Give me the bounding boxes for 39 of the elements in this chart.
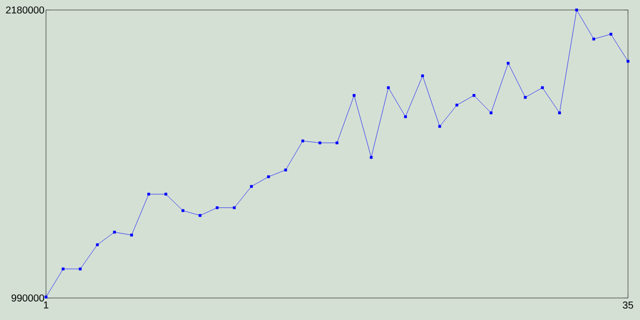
point [62,268,65,270]
x-tick-label: 1 [44,302,48,308]
point [575,8,578,12]
point [198,214,202,217]
point [182,209,184,212]
point [592,38,596,40]
point [370,156,373,159]
point [336,141,338,144]
point [301,140,304,142]
point [421,74,424,78]
point [113,230,116,234]
point [490,111,492,114]
point [558,111,561,114]
point [78,268,82,270]
point [96,243,99,246]
point [267,175,270,178]
point [44,296,48,298]
point [130,234,133,236]
point [352,94,356,97]
point [250,185,253,188]
point [541,86,544,90]
point [472,94,476,97]
point [232,206,236,210]
point [284,168,288,172]
point [626,60,630,63]
point [455,104,458,107]
point [524,96,527,99]
point [506,62,510,65]
point [318,141,322,144]
point [438,125,442,128]
x-tick-label: 35 [622,302,634,309]
y-tick-label: 990000 [12,294,44,302]
y-tick-label: 2180000 [6,6,44,14]
point [609,32,612,36]
point [164,192,168,196]
point [216,206,219,210]
point [386,86,390,90]
point [404,115,407,118]
point [147,192,150,196]
